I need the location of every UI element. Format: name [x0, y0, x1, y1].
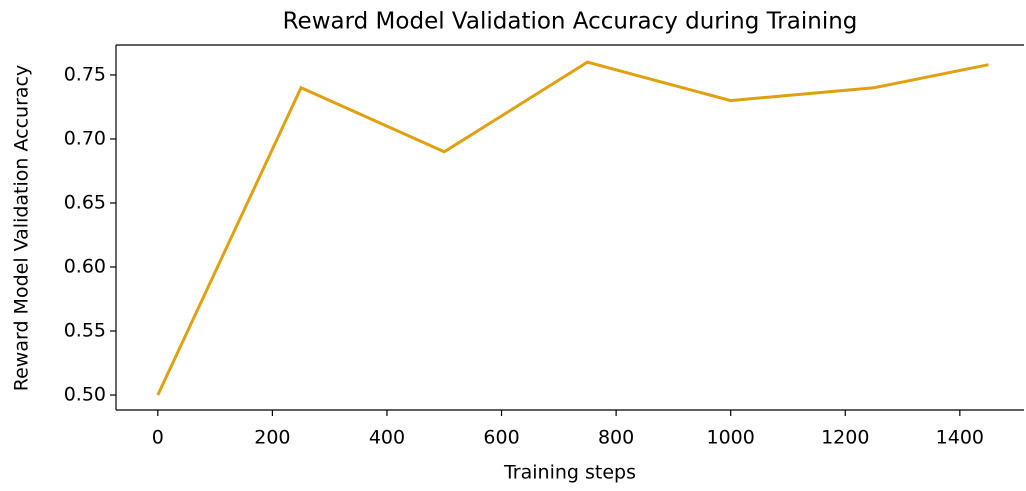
- y-tick-label: 0.60: [64, 255, 106, 277]
- y-axis-label: Reward Model Validation Accuracy: [11, 65, 33, 392]
- x-tick-label: 600: [483, 427, 519, 449]
- line: [156, 60, 989, 396]
- x-tick-label: 0: [152, 427, 164, 449]
- x-tick-label: 800: [598, 427, 634, 449]
- y-tick-label: 0.50: [64, 384, 106, 406]
- x-tick-label: 1000: [707, 427, 755, 449]
- chart-title: Reward Model Validation Accuracy during …: [283, 9, 858, 35]
- x-tick-label: 1200: [821, 427, 869, 449]
- y-tick-label: 0.75: [64, 63, 106, 85]
- x-axis-label: Training steps: [503, 462, 636, 484]
- x-tick-label: 400: [369, 427, 405, 449]
- y-tick-label: 0.55: [64, 320, 106, 342]
- x-tick-label: 1400: [936, 427, 984, 449]
- y-tick-label: 0.65: [64, 191, 106, 213]
- y-tick-label: 0.70: [64, 127, 106, 149]
- x-tick-label: 200: [254, 427, 290, 449]
